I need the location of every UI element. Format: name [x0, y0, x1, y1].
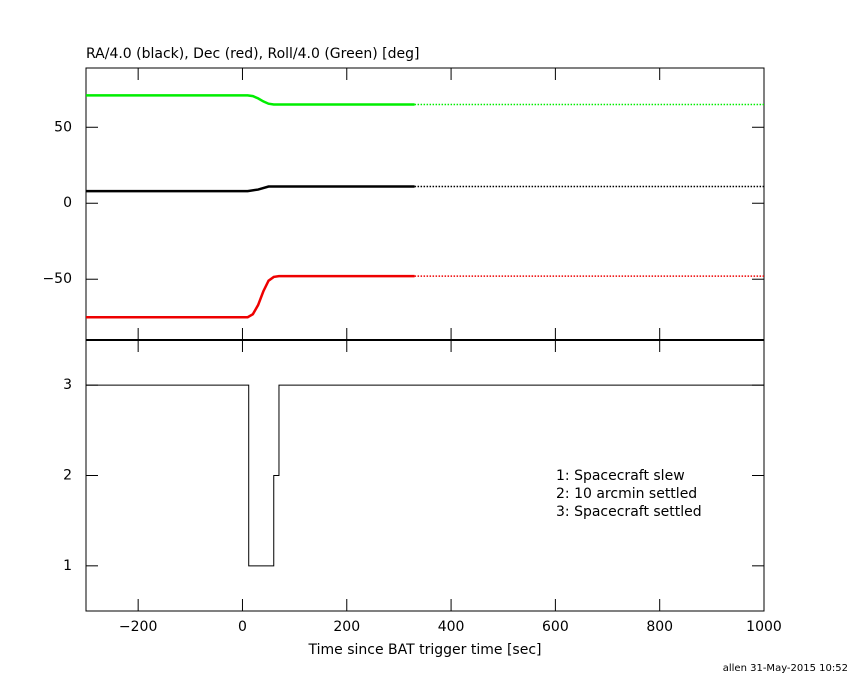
x-tick-label: −200	[119, 619, 157, 635]
x-axis-label: Time since BAT trigger time [sec]	[308, 642, 542, 658]
y-tick-label: 2	[63, 468, 72, 484]
x-tick-label: 400	[438, 619, 465, 635]
x-tick-label: 1000	[746, 619, 782, 635]
series-line	[86, 94, 415, 106]
series-line	[86, 274, 415, 319]
chart-title: RA/4.0 (black), Dec (red), Roll/4.0 (Gre…	[86, 46, 419, 62]
top-frame	[85, 67, 765, 341]
y-tick-label: 3	[63, 377, 72, 393]
annotation: 3: Spacecraft settled	[556, 504, 702, 520]
series-line	[86, 384, 764, 567]
x-tick-label: 800	[646, 619, 673, 635]
annotation: 2: 10 arcmin settled	[556, 486, 697, 502]
x-tick-label: 0	[238, 619, 247, 635]
y-tick-label: 50	[54, 119, 72, 135]
y-tick-label: 0	[63, 195, 72, 211]
y-tick-label: 1	[63, 558, 72, 574]
annotation: 1: Spacecraft slew	[556, 468, 685, 484]
x-tick-label: 200	[333, 619, 360, 635]
footer: allen 31-May-2015 10:52	[723, 663, 848, 674]
series-line	[86, 185, 415, 193]
x-tick-label: 600	[542, 619, 569, 635]
y-tick-label: −50	[42, 271, 72, 287]
